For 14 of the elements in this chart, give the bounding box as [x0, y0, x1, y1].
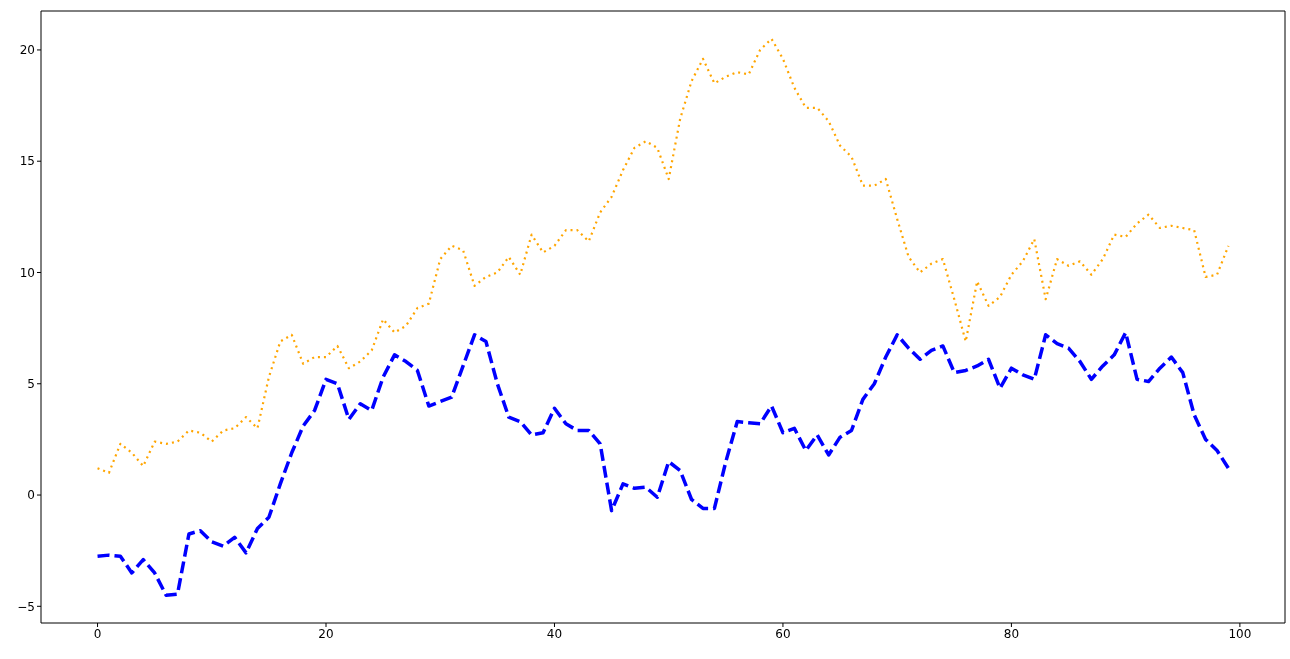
x-tick-label: 40: [546, 626, 563, 641]
line-series: [95, 330, 1231, 597]
x-tick-label: 20: [318, 626, 334, 641]
x-tick-label: 80: [1003, 626, 1020, 641]
y-tick-label: 0: [27, 488, 35, 503]
y-tick-label: 10: [19, 265, 35, 280]
x-tick-label: 0: [93, 626, 102, 641]
x-tick-label: 100: [1228, 626, 1252, 641]
line-series: [96, 37, 1230, 474]
y-tick-label: 15: [19, 154, 35, 169]
y-tick-label: −5: [17, 599, 35, 614]
y-tick-label: 20: [19, 43, 35, 58]
y-tick-label: 5: [27, 377, 35, 392]
x-tick-label: 60: [775, 626, 791, 641]
